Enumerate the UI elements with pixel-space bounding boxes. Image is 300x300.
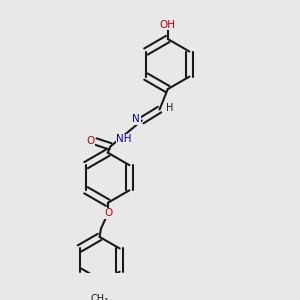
- Text: N: N: [133, 114, 140, 124]
- Text: NH: NH: [116, 134, 132, 144]
- Text: H: H: [166, 103, 174, 113]
- Text: OH: OH: [160, 20, 176, 29]
- Text: O: O: [104, 208, 112, 218]
- Text: O: O: [86, 136, 95, 146]
- Text: CH₃: CH₃: [91, 294, 109, 300]
